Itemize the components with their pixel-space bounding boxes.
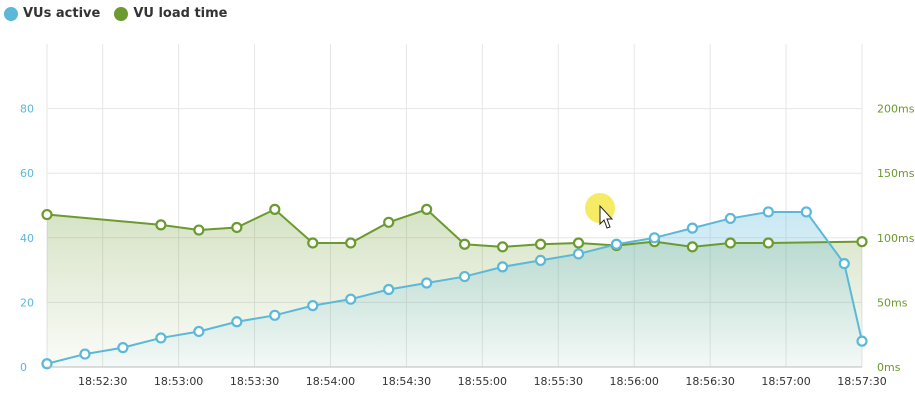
vus-legend-label: VUs active: [23, 6, 101, 21]
y-right-tick-label: 150ms: [877, 167, 915, 180]
load-data-point: [345, 237, 357, 249]
x-tick-label: 18:52:30: [78, 375, 127, 388]
y-left-tick-label: 20: [20, 296, 34, 309]
vus-data-point: [421, 277, 433, 289]
load-data-point: [762, 237, 774, 249]
load-data-point: [856, 236, 868, 248]
legend-item-vus[interactable]: VUs active: [4, 6, 100, 21]
vus-data-point: [79, 348, 91, 360]
load-data-point: [421, 203, 433, 215]
y-left-tick-label: 60: [20, 167, 34, 180]
x-tick-label: 18:53:00: [154, 375, 203, 388]
legend-item-load[interactable]: VU load time: [114, 6, 228, 21]
vus-data-point: [762, 206, 774, 218]
load-data-point: [231, 221, 243, 234]
vus-legend-marker: [4, 6, 18, 21]
load-data-point: [724, 237, 736, 249]
vus-data-point: [686, 222, 699, 234]
y-left-tick-label: 40: [20, 232, 34, 245]
vus-data-point: [383, 283, 395, 296]
y-left-tick-label: 0: [20, 361, 27, 374]
x-tick-label: 18:53:30: [230, 375, 279, 388]
vus-data-point: [572, 248, 585, 260]
vus-area: [47, 211, 862, 367]
mouse-cursor: [585, 193, 615, 229]
load-data-point: [496, 241, 509, 253]
x-tick-label: 18:57:30: [837, 375, 886, 388]
vus-data-point: [496, 261, 509, 273]
load-data-point: [686, 241, 699, 253]
cursor-arrow-icon: [599, 204, 614, 229]
x-tick-label: 18:55:00: [458, 375, 507, 388]
vus-data-point: [800, 206, 812, 218]
vus-data-point: [345, 293, 357, 305]
x-tick-label: 18:54:00: [306, 375, 355, 388]
chart-legend: VUs active VU load time: [4, 6, 228, 21]
load-data-point: [383, 216, 395, 228]
y-right-tick-label: 0ms: [877, 361, 901, 374]
cursor-highlight-circle: [585, 193, 615, 223]
load-data-point: [155, 219, 167, 231]
vus-data-point: [838, 258, 850, 270]
y-right-tick-label: 100ms: [877, 232, 915, 245]
y-left-tick-label: 80: [20, 103, 34, 116]
load-data-point: [572, 237, 585, 249]
vus-data-point: [724, 212, 736, 225]
x-tick-label: 18:56:30: [685, 375, 734, 388]
vus-data-point: [155, 332, 167, 344]
x-tick-label: 18:54:30: [382, 375, 431, 388]
vus-data-point: [117, 342, 129, 354]
load-data-point: [459, 238, 471, 250]
vus-data-point: [648, 232, 661, 244]
x-tick-label: 18:56:00: [610, 375, 659, 388]
load-legend-label: VU load time: [133, 6, 228, 21]
load-data-point: [269, 203, 281, 215]
load-data-point: [41, 208, 53, 221]
vus-data-point: [610, 238, 623, 250]
x-tick-label: 18:57:00: [761, 375, 810, 388]
vus-data-point: [269, 309, 281, 321]
vus-data-point: [231, 316, 243, 328]
y-right-tick-label: 50ms: [877, 296, 908, 309]
load-data-point: [534, 238, 547, 250]
vus-data-point: [307, 300, 319, 312]
y-right-tick-label: 200ms: [877, 103, 915, 116]
x-tick-label: 18:55:30: [534, 375, 583, 388]
vus-data-point: [534, 254, 547, 267]
load-data-point: [193, 224, 205, 236]
vus-data-point: [856, 335, 868, 347]
vus-data-point: [459, 270, 471, 283]
load-legend-marker: [114, 6, 129, 21]
load-data-point: [307, 237, 319, 249]
vus-data-point: [41, 358, 53, 370]
vus-data-point: [193, 325, 205, 338]
